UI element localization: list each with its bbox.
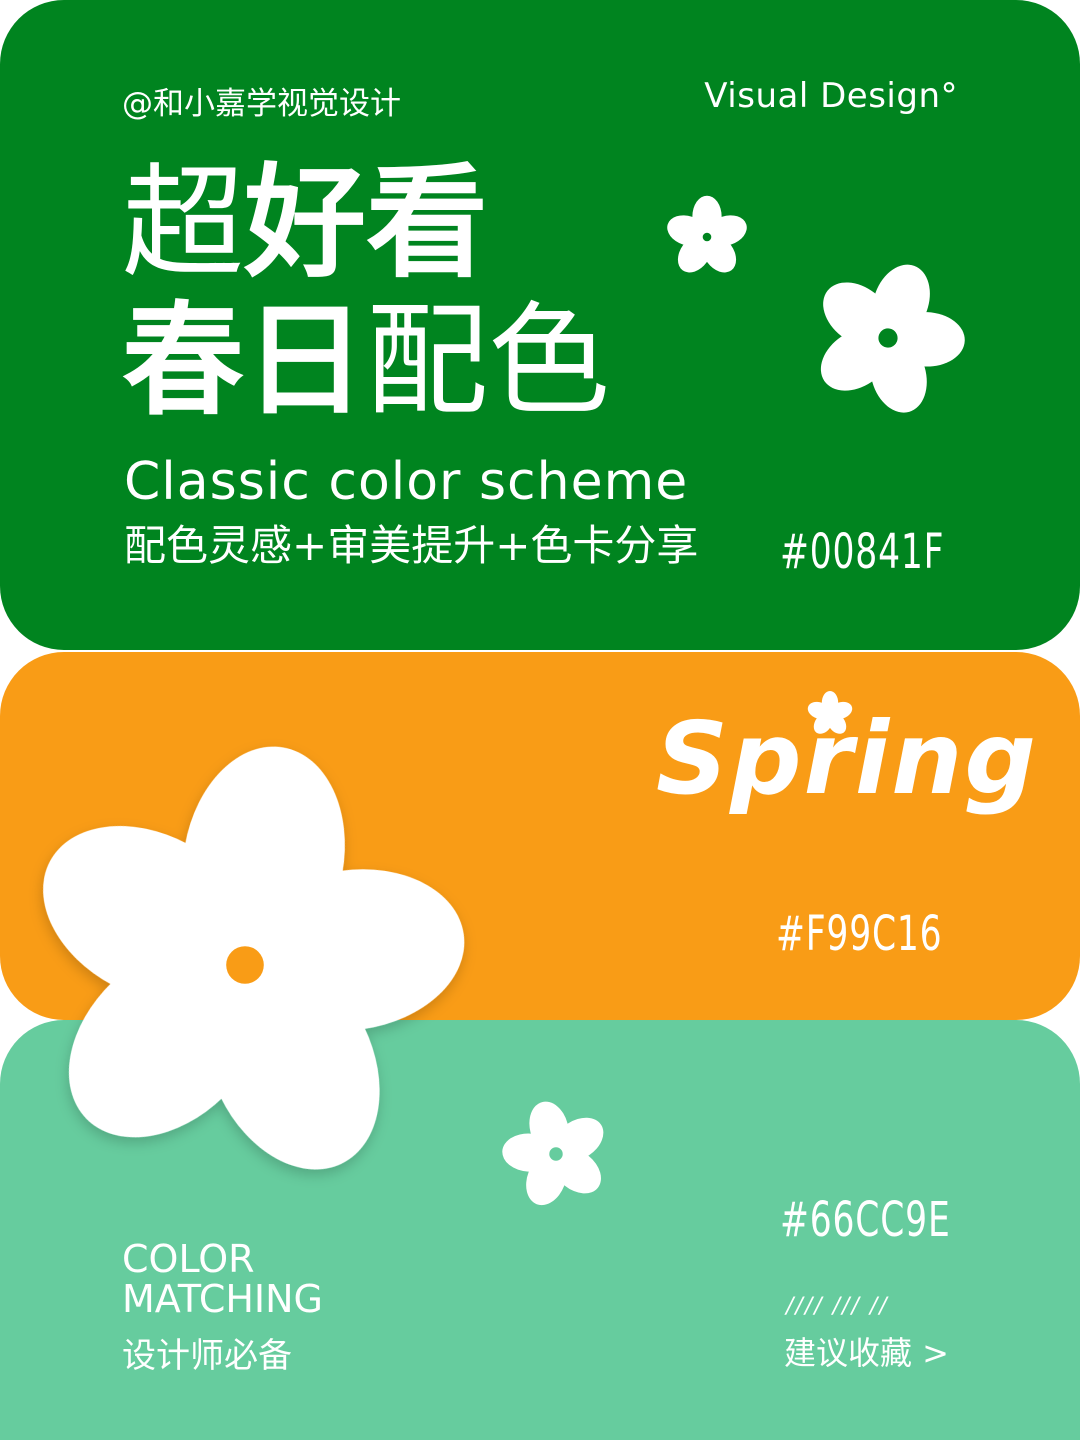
color-matching-line-1: COLOR	[122, 1237, 255, 1281]
flower-icon	[807, 690, 853, 734]
title-line-2: 春日配色	[122, 300, 610, 422]
subtitle-english: Classic color scheme	[124, 452, 689, 512]
hex-code-mint: #66CC9E	[780, 1192, 951, 1248]
author-handle: @和小嘉学视觉设计	[122, 86, 401, 122]
spring-word: Spring	[656, 700, 1038, 817]
brand-label: Visual Design°	[704, 76, 958, 116]
flower-center	[549, 1147, 563, 1161]
save-cta[interactable]: 建议收藏 >	[784, 1334, 949, 1372]
flower-center	[878, 328, 898, 348]
hex-code-green: #00841F	[780, 524, 945, 580]
flower-icon	[820, 264, 965, 413]
green-swatch-panel: @和小嘉学视觉设计 Visual Design° 超好看 春日配色 Classi…	[0, 0, 1080, 650]
color-matching-line-2: MATCHING	[122, 1277, 324, 1321]
title-line-1: 超好看	[122, 162, 488, 284]
flower-icon	[667, 195, 747, 273]
tagline-chinese: 配色灵感+审美提升+色卡分享	[124, 521, 699, 570]
flower-icon	[502, 1101, 604, 1206]
title-word-bold: 春日	[122, 290, 366, 432]
title-word-light: 超	[122, 152, 244, 294]
flower-center	[226, 946, 264, 984]
flower-icon	[43, 746, 465, 1170]
hex-code-orange: #F99C16	[776, 906, 943, 962]
mint-swatch-panel: #66CC9E COLOR MATCHING 设计师必备 //// /// //…	[0, 1020, 1080, 1440]
decorative-slashes: //// /// //	[786, 1294, 889, 1319]
footer-subtitle: 设计师必备	[122, 1336, 292, 1376]
flower-center	[702, 232, 712, 242]
title-word-bold: 好看	[244, 152, 488, 294]
title-word-light: 配色	[366, 290, 610, 432]
